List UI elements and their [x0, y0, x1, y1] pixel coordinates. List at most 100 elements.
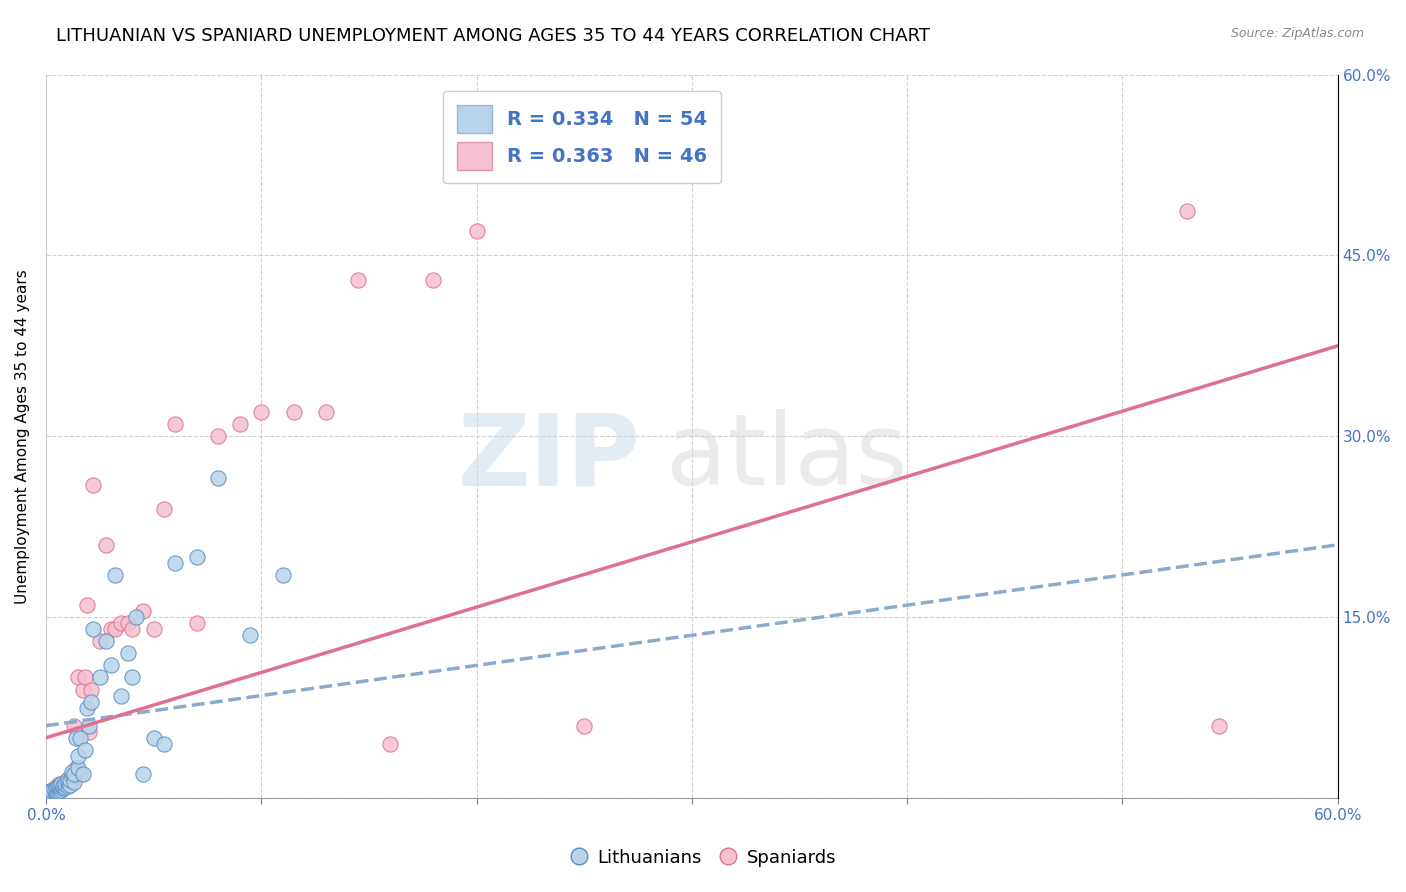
Point [250, 405, 273, 419]
Point [56, 772, 79, 786]
Legend: Lithuanians, Spaniards: Lithuanians, Spaniards [562, 841, 844, 874]
Point [110, 616, 132, 631]
Point [271, 568, 294, 582]
Point [165, 556, 187, 570]
Point [39, 788, 62, 802]
Point [186, 549, 208, 564]
Point [1208, 719, 1230, 733]
Point [73, 670, 96, 684]
Point [45, 780, 67, 795]
Point [44, 782, 66, 797]
Point [77, 724, 100, 739]
Point [52, 779, 75, 793]
Point [67, 761, 90, 775]
Point [52, 781, 75, 796]
Point [49, 776, 72, 790]
Point [56, 775, 79, 789]
Point [49, 780, 72, 795]
Point [465, 224, 488, 238]
Point [96, 538, 118, 552]
Point [121, 622, 143, 636]
Point [76, 700, 98, 714]
Point [56, 779, 79, 793]
Point [41, 786, 63, 800]
Point [132, 767, 155, 781]
Point [100, 622, 122, 636]
Point [69, 731, 91, 745]
Text: Source: ZipAtlas.com: Source: ZipAtlas.com [1230, 27, 1364, 40]
Legend: R = 0.334   N = 54, R = 0.363   N = 46: R = 0.334 N = 54, R = 0.363 N = 46 [443, 92, 721, 184]
Text: ZIP: ZIP [457, 409, 640, 507]
Point [72, 767, 94, 781]
Point [76, 598, 98, 612]
Point [59, 776, 82, 790]
Point [63, 767, 86, 781]
Point [380, 737, 402, 751]
Point [69, 767, 91, 781]
Point [96, 634, 118, 648]
Point [80, 695, 103, 709]
Point [104, 568, 127, 582]
Point [60, 774, 83, 789]
Point [48, 779, 70, 793]
Point [100, 658, 122, 673]
Point [45, 779, 67, 793]
Point [572, 719, 595, 733]
Point [315, 405, 337, 419]
Point [53, 775, 76, 789]
Point [153, 737, 176, 751]
Y-axis label: Unemployment Among Ages 35 to 44 years: Unemployment Among Ages 35 to 44 years [15, 268, 30, 604]
Point [65, 731, 87, 745]
Point [49, 782, 72, 797]
Point [422, 272, 444, 286]
Point [125, 610, 148, 624]
Point [60, 764, 83, 779]
Point [347, 272, 370, 286]
Point [142, 622, 165, 636]
Point [65, 761, 87, 775]
Point [45, 786, 67, 800]
Point [117, 616, 139, 631]
Point [89, 634, 111, 648]
Point [53, 776, 76, 790]
Point [110, 689, 132, 703]
Point [1175, 203, 1198, 218]
Point [80, 682, 103, 697]
Point [207, 429, 229, 443]
Point [63, 719, 86, 733]
Point [44, 785, 66, 799]
Point [165, 417, 187, 432]
Point [239, 628, 262, 642]
Point [228, 417, 250, 432]
Point [63, 775, 86, 789]
Point [53, 780, 76, 795]
Point [82, 622, 104, 636]
Text: LITHUANIAN VS SPANIARD UNEMPLOYMENT AMONG AGES 35 TO 44 YEARS CORRELATION CHART: LITHUANIAN VS SPANIARD UNEMPLOYMENT AMON… [56, 27, 931, 45]
Point [60, 769, 83, 783]
Point [37, 785, 59, 799]
Point [48, 776, 70, 790]
Point [73, 743, 96, 757]
Point [186, 616, 208, 631]
Point [142, 731, 165, 745]
Point [48, 784, 70, 798]
Point [44, 781, 66, 796]
Point [49, 780, 72, 795]
Point [132, 604, 155, 618]
Point [52, 778, 75, 792]
Point [59, 772, 82, 787]
Point [89, 670, 111, 684]
Point [153, 501, 176, 516]
Point [82, 477, 104, 491]
Point [39, 784, 62, 798]
Point [104, 622, 127, 636]
Point [45, 784, 67, 798]
Point [41, 784, 63, 798]
Point [117, 646, 139, 660]
Point [72, 682, 94, 697]
Point [56, 772, 79, 787]
Point [283, 405, 305, 419]
Point [207, 471, 229, 485]
Point [121, 670, 143, 684]
Point [77, 719, 100, 733]
